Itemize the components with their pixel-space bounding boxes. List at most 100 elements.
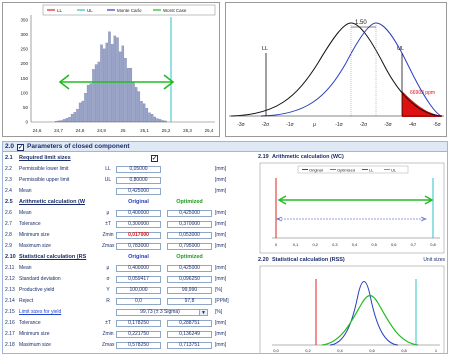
original-value-field[interactable]: 0,0 xyxy=(116,297,161,305)
original-curve xyxy=(329,281,399,346)
x-tick-label: 25,4 xyxy=(205,128,214,133)
original-header: Original xyxy=(128,199,149,205)
optimized-value-field[interactable]: 0,370000 xyxy=(167,220,212,228)
original-value-field[interactable]: 0,178250 xyxy=(116,319,161,327)
histogram-bar xyxy=(65,118,69,123)
ll-label: LL xyxy=(262,46,268,52)
histogram-bar xyxy=(78,102,82,123)
row-symbol: R xyxy=(106,298,110,304)
histogram-bar xyxy=(140,101,143,123)
row-label: Standard deviation xyxy=(19,276,61,282)
histogram-bar xyxy=(108,31,111,123)
histogram-bar xyxy=(68,117,71,123)
legend-label: UL xyxy=(87,8,93,13)
y-tick-label: 200 xyxy=(20,61,28,66)
row-label: Tolerance xyxy=(19,221,41,227)
y-tick-label: 300 xyxy=(20,32,28,37)
row-number: 2.16 xyxy=(5,320,15,326)
original-range-arrow xyxy=(276,216,427,222)
dropdown-arrow-icon[interactable]: ▼ xyxy=(199,308,208,316)
wc-chart-title: Arithmetic calculation (WC) xyxy=(272,154,344,160)
original-value-field[interactable]: 0,400000 xyxy=(116,209,161,217)
histogram-bar xyxy=(132,82,135,123)
row-label[interactable]: Limit sizes for yield xyxy=(19,309,62,315)
optimized-value-field[interactable]: 97,8 xyxy=(167,297,212,305)
row-label: Mean xyxy=(19,265,32,271)
row-number: 2.13 xyxy=(5,287,15,293)
optimized-value-field[interactable]: 0,136249 xyxy=(167,330,212,338)
normal-distribution-chart: 1.50 LL UL 66903 ppm -3σ -2σ -1σ μ -1σ -2σ -3σ… xyxy=(226,3,446,136)
y-tick-label: 0 xyxy=(25,120,28,125)
x-tick-label: 24,8 xyxy=(76,128,85,133)
histogram-bar xyxy=(73,112,77,123)
histogram-bar xyxy=(124,58,127,123)
optimized-value-field[interactable]: 0,713751 xyxy=(167,341,212,349)
original-value-field[interactable]: 0,400000 xyxy=(116,264,161,272)
optimized-value-field[interactable]: 99,990 xyxy=(167,286,212,294)
section-checkbox[interactable]: ✓ xyxy=(17,143,24,151)
calculation-panel: 2.0 ✓ Parameters of closed component 2.1… xyxy=(2,141,448,354)
row-number: 2.7 xyxy=(5,221,12,227)
row-symbol: μ xyxy=(106,265,110,271)
histogram-bar xyxy=(134,87,138,123)
row-checkbox[interactable]: ✓ xyxy=(151,154,158,162)
original-value-field[interactable]: 0,059417 xyxy=(116,275,161,283)
parameter-row: 2.4 Mean 0,425000 [mm] xyxy=(3,186,255,197)
row-unit: [mm] xyxy=(215,166,227,172)
parameter-row: 2.18 Maximum size Zmax 0,578250 0,713751 [mm] xyxy=(3,340,255,351)
optimized-value-field[interactable]: 0,288751 xyxy=(167,319,212,327)
original-value-field[interactable]: 0,300000 xyxy=(116,220,161,228)
original-value-field[interactable]: 100,000 xyxy=(116,286,161,294)
original-value-field[interactable]: 0,017000 xyxy=(116,231,161,239)
row-number: 2.11 xyxy=(5,265,15,271)
original-value-field[interactable]: 0,05000 xyxy=(116,165,161,173)
optimized-value-field[interactable]: 0,053000 xyxy=(167,231,212,239)
row-unit: [PPM] xyxy=(215,298,229,304)
row-label: Maximum size xyxy=(19,342,51,348)
optimized-value-field[interactable]: 0,425000 xyxy=(167,264,212,272)
row-symbol: ±T xyxy=(105,221,111,227)
shift-width-label: 1.50 xyxy=(355,20,367,26)
x-tick-label: 24,9 xyxy=(97,128,106,133)
histogram-bar xyxy=(100,44,103,123)
row-number: 2.6 xyxy=(5,210,12,216)
row-label: Maximum size xyxy=(19,243,51,249)
original-value-field[interactable]: 0,578250 xyxy=(116,341,161,349)
row-symbol: ±T xyxy=(105,320,111,326)
section-row: 2.1 Required limit sizes ✓ xyxy=(3,153,255,164)
rss-chart-panel: 2.20 Statistical calculation (RSS) Unit … xyxy=(258,256,447,353)
histogram-bar xyxy=(150,114,154,123)
optimized-value-field[interactable]: 0,096250 xyxy=(167,275,212,283)
row-number: 2.10 xyxy=(5,254,16,260)
histogram-bar xyxy=(70,114,74,123)
row-unit: [%] xyxy=(215,309,223,315)
original-value-field[interactable]: 0,783000 xyxy=(116,242,161,250)
y-tick-label: 50 xyxy=(23,105,29,110)
original-value-field[interactable]: 99,73 (± 3 Sigma) xyxy=(116,308,204,316)
parameter-row: 2.16 Tolerance ±T 0,178250 0,288751 [mm] xyxy=(3,318,255,329)
histogram-bar xyxy=(153,116,157,123)
ul-label: UL xyxy=(397,46,404,52)
row-label: Productive yield xyxy=(19,287,55,293)
original-value-field[interactable]: 0,425000 xyxy=(116,187,161,195)
x-tick-label: 0,3 xyxy=(332,242,338,247)
legend-label: Optimized xyxy=(337,168,355,173)
histogram-bar xyxy=(102,48,106,123)
histogram-bar xyxy=(156,118,159,123)
x-tick-label: 0,4 xyxy=(337,348,343,353)
histogram-panel: LL UL Monte Carlo Worst Case 350 300 250 200 15… xyxy=(2,2,220,137)
row-unit: [mm] xyxy=(215,342,227,348)
legend-label: UL xyxy=(391,168,397,173)
x-tick-label: 24,6 xyxy=(33,128,42,133)
original-value-field[interactable]: 0,221750 xyxy=(116,330,161,338)
row-unit: [%] xyxy=(215,287,223,293)
original-value-field[interactable]: 0,80000 xyxy=(116,176,161,184)
optimized-value-field[interactable]: 0,425000 xyxy=(167,209,212,217)
row-label: Reject xyxy=(19,298,34,304)
histogram-bar xyxy=(158,119,162,123)
row-label: Permissible upper limit xyxy=(19,177,70,183)
histogram-bar xyxy=(110,44,114,123)
red-tail-area xyxy=(402,91,442,117)
optimized-value-field[interactable]: 0,795000 xyxy=(167,242,212,250)
row-unit: [mm] xyxy=(215,232,227,238)
